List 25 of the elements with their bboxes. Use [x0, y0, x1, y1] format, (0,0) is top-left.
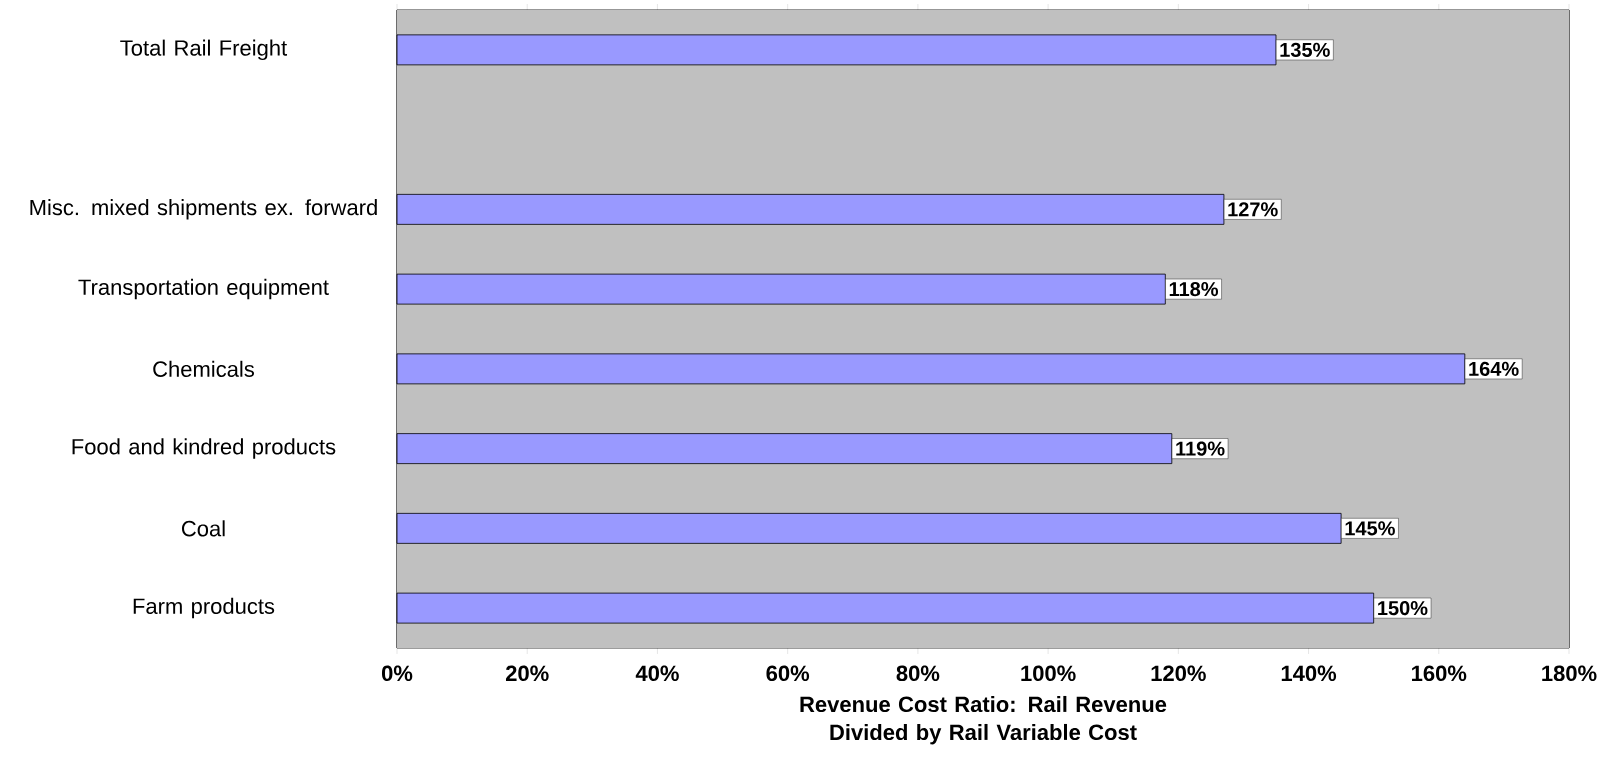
y-tick-label: Food and kindred products	[72, 438, 336, 459]
x-tick-label: 120%	[1151, 665, 1206, 682]
y-tick-label: Transportation equipment	[78, 278, 329, 300]
data-label: 127%	[1228, 202, 1278, 217]
x-axis-title: Revenue Cost Ratio: Rail Revenue Divided by Rail Variable Cost	[800, 695, 1167, 745]
y-tick-label: Chemicals	[153, 360, 255, 377]
x-tick-label: 20%	[505, 665, 549, 682]
data-label: 164%	[1469, 361, 1519, 376]
x-tick-label: 80%	[896, 665, 940, 682]
x-tick-label: 100%	[1021, 665, 1076, 682]
x-tick-label: 160%	[1412, 665, 1467, 682]
y-tick-label: Coal	[181, 520, 225, 537]
y-tick-label: Farm products	[133, 597, 275, 619]
x-tick-label: 60%	[766, 665, 810, 682]
data-label: 118%	[1169, 282, 1219, 297]
x-tick-label: 0%	[381, 665, 413, 682]
data-label: 135%	[1280, 42, 1330, 57]
y-tick-label: Misc. mixed shipments ex. forward	[30, 199, 377, 220]
x-tick-label: 180%	[1542, 665, 1597, 682]
data-label: 150%	[1378, 601, 1428, 616]
x-tick-label: 140%	[1281, 665, 1337, 682]
y-tick-label: Total Rail Freight	[120, 39, 288, 61]
data-label: 145%	[1345, 521, 1395, 536]
data-label: 119%	[1176, 441, 1225, 456]
x-tick-label: 40%	[635, 665, 679, 682]
